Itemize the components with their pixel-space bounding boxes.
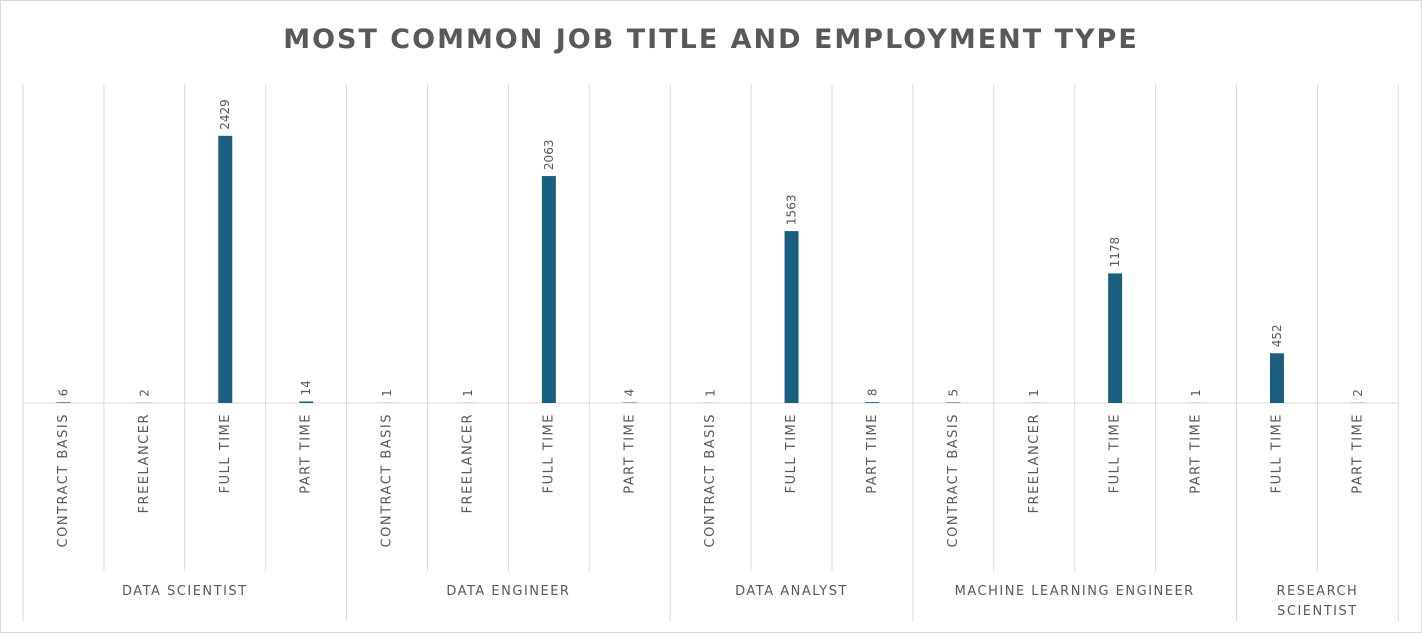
bar bbox=[785, 231, 799, 403]
category-label: FULL TIME bbox=[784, 413, 799, 493]
group-label-line: SCIENTIST bbox=[1277, 604, 1358, 619]
data-label: 4 bbox=[623, 389, 637, 397]
category-label: FREELANCER bbox=[460, 413, 475, 513]
bar bbox=[56, 402, 70, 403]
bar bbox=[542, 176, 556, 403]
data-label: 8 bbox=[865, 388, 879, 396]
data-label: 1 bbox=[380, 389, 394, 397]
data-label: 1 bbox=[704, 389, 718, 397]
category-label: FULL TIME bbox=[1269, 413, 1284, 493]
category-label: FULL TIME bbox=[1108, 413, 1123, 493]
category-label: PART TIME bbox=[1350, 413, 1365, 494]
category-label: FREELANCER bbox=[1027, 413, 1042, 513]
group-label: MACHINE LEARNING ENGINEER bbox=[955, 584, 1195, 599]
group-label: RESEARCH SCIENTIST bbox=[1276, 584, 1358, 619]
category-label: CONTRACT BASIS bbox=[56, 413, 71, 547]
data-label: 6 bbox=[56, 389, 70, 397]
category-label: PART TIME bbox=[1189, 413, 1204, 494]
data-label: 14 bbox=[299, 380, 313, 395]
bar bbox=[1270, 353, 1284, 403]
data-label: 1 bbox=[461, 389, 475, 397]
group-label: DATA SCIENTIST bbox=[122, 584, 248, 599]
category-label: PART TIME bbox=[299, 413, 314, 494]
category-label: CONTRACT BASIS bbox=[703, 413, 718, 547]
category-label: CONTRACT BASIS bbox=[380, 413, 395, 547]
data-label: 1563 bbox=[785, 195, 799, 226]
bar bbox=[865, 402, 879, 403]
data-label: 1178 bbox=[1108, 237, 1122, 268]
group-labels: DATA SCIENTIST DATA ENGINEER DATA ANALYST M… bbox=[122, 584, 1358, 619]
data-label: 2063 bbox=[542, 140, 556, 171]
data-label: 1 bbox=[1027, 389, 1041, 397]
bar bbox=[946, 402, 960, 403]
chart-title: MOST COMMON JOB TITLE AND EMPLOYMENT TYP… bbox=[283, 24, 1139, 55]
data-label: 452 bbox=[1270, 324, 1284, 347]
data-label: 5 bbox=[946, 389, 960, 397]
category-label: FULL TIME bbox=[541, 413, 556, 493]
category-label: FREELANCER bbox=[137, 413, 152, 513]
data-label: 2429 bbox=[218, 99, 232, 130]
category-label: CONTRACT BASIS bbox=[946, 413, 961, 547]
bar bbox=[1108, 273, 1122, 403]
bars bbox=[56, 136, 1364, 403]
category-label: PART TIME bbox=[865, 413, 880, 494]
data-label: 2 bbox=[1351, 389, 1365, 397]
group-label: DATA ENGINEER bbox=[446, 584, 570, 599]
category-labels: CONTRACT BASIS FREELANCER FULL TIME PART TI… bbox=[56, 413, 1365, 547]
category-label: PART TIME bbox=[622, 413, 637, 494]
category-label: FULL TIME bbox=[218, 413, 233, 493]
group-label-line: RESEARCH bbox=[1276, 584, 1358, 599]
data-labels: 6 2 2429 14 1 1 2063 4 1 1563 8 5 1 1178 1 452 2 bbox=[56, 99, 1364, 397]
bar bbox=[218, 136, 232, 403]
data-label: 1 bbox=[1189, 389, 1203, 397]
data-label: 2 bbox=[137, 389, 151, 397]
group-label: DATA ANALYST bbox=[735, 584, 848, 599]
bar bbox=[299, 401, 313, 403]
